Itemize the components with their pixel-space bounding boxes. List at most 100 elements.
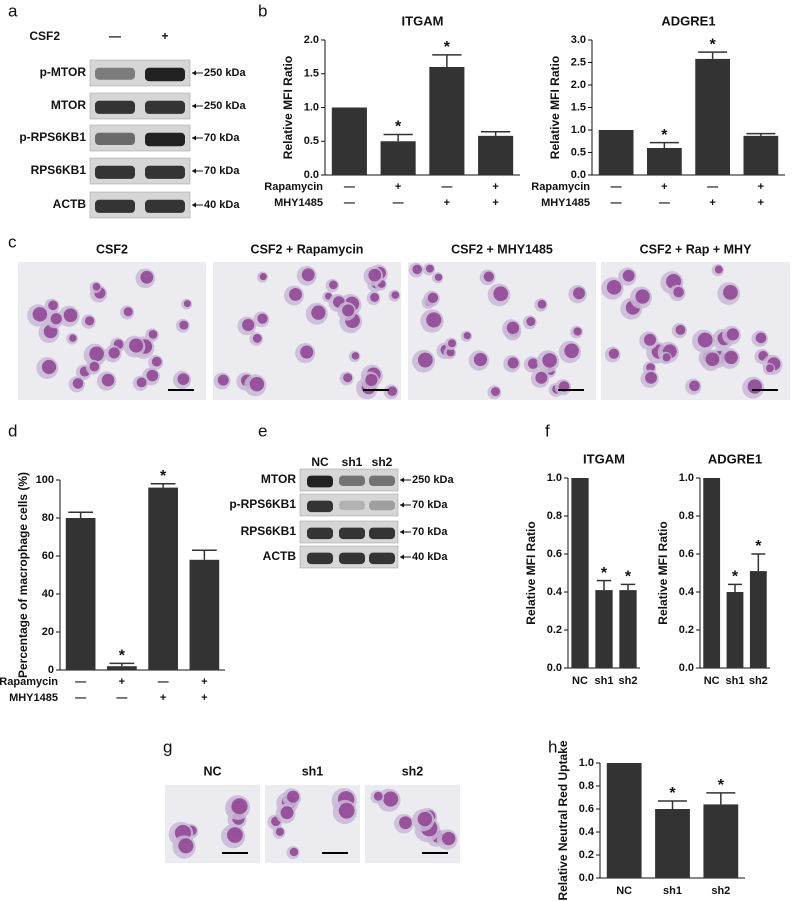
cell-nucleus <box>286 790 300 803</box>
blot-band <box>369 500 395 511</box>
arrow-head <box>400 477 404 483</box>
x-tick-label: sh2 <box>619 675 638 687</box>
cell-nucleus <box>257 313 268 324</box>
arrow-head <box>400 529 404 535</box>
bar <box>606 763 642 878</box>
blot-band <box>145 67 185 82</box>
blot-row-label: MTOR <box>261 472 296 486</box>
y-tick-label: 0.2 <box>679 624 694 636</box>
cell-nucleus <box>573 327 582 336</box>
condition-mark: + <box>661 181 667 193</box>
lane-label: sh2 <box>372 455 393 469</box>
condition-name: MHY1485 <box>274 197 323 209</box>
size-label: 250 kDa <box>204 100 246 112</box>
blot-band <box>339 475 365 487</box>
cell-nucleus <box>136 377 147 388</box>
cell-nucleus <box>564 343 579 359</box>
cell-nucleus <box>373 791 383 801</box>
size-label: 250 kDa <box>412 474 454 486</box>
size-label: 40 kDa <box>204 199 240 211</box>
cell-nucleus <box>151 356 162 367</box>
blot-row-label: p-RPS6KB1 <box>19 130 86 144</box>
blot-band <box>307 475 333 488</box>
condition-mark: — <box>75 692 86 704</box>
micrograph-title: CSF2 + MHY1485 <box>451 242 553 256</box>
condition-mark: — <box>611 197 622 209</box>
y-tick-label: 1.0 <box>571 124 586 136</box>
cell-nucleus <box>72 378 84 389</box>
size-label: 70 kDa <box>412 499 448 511</box>
condition-mark: — <box>75 676 86 688</box>
cell-nucleus <box>646 363 655 372</box>
size-label: 70 kDa <box>412 526 448 538</box>
condition-mark: + <box>758 181 764 193</box>
y-tick-label: 0.0 <box>547 662 562 674</box>
condition-mark: — <box>611 181 622 193</box>
y-axis-label: Relative MFI Ratio <box>281 56 295 159</box>
cell-nucleus <box>689 380 700 392</box>
y-tick-label: 20 <box>42 626 54 638</box>
blot-band <box>145 132 185 147</box>
cell-nucleus <box>370 292 380 302</box>
cell-nucleus <box>645 371 657 384</box>
y-tick-label: 0.2 <box>579 849 594 861</box>
cell-nucleus <box>399 816 412 830</box>
cell-nucleus <box>705 352 720 367</box>
blot-band <box>145 165 185 179</box>
condition-mark: + <box>201 692 207 704</box>
cell-nucleus <box>108 347 120 359</box>
blot-row-label: ACTB <box>53 197 87 211</box>
bar <box>148 487 178 670</box>
cell-nucleus <box>48 300 58 311</box>
cell-nucleus <box>84 316 95 326</box>
condition-name: MHY1485 <box>9 692 58 704</box>
cell-nucleus <box>217 374 229 386</box>
lane-label: sh1 <box>342 455 363 469</box>
cell-nucleus <box>50 313 62 325</box>
significance: * <box>710 36 717 53</box>
condition-name: Rapamycin <box>0 676 58 688</box>
blot-band <box>339 527 365 540</box>
y-tick-label: 1.0 <box>547 472 562 484</box>
y-axis-label: Relative MFI Ratio <box>656 521 670 624</box>
size-label: 40 kDa <box>412 551 448 563</box>
blot-band <box>95 67 135 80</box>
cell-nucleus <box>441 831 456 846</box>
condition-name: Rapamycin <box>531 181 590 193</box>
micrograph-title: NC <box>203 764 221 778</box>
y-tick-label: 0.6 <box>547 548 562 560</box>
condition-mark: + <box>492 181 498 193</box>
condition-mark: + <box>444 197 450 209</box>
bar <box>380 141 416 175</box>
bar <box>726 592 744 668</box>
cell-nucleus <box>747 379 762 394</box>
blot-band <box>95 199 135 213</box>
blot-band <box>95 132 135 145</box>
blot-row-label: RPS6KB1 <box>31 163 87 177</box>
panel-letter: c <box>8 232 17 251</box>
cell-nucleus <box>351 352 360 360</box>
micrograph-title: CSF2 <box>96 242 128 256</box>
arrow-head <box>192 168 196 174</box>
bar <box>598 130 634 175</box>
blot-band <box>145 199 185 213</box>
arrow-head <box>192 202 196 208</box>
arrow-head <box>192 103 196 109</box>
y-tick-label: 0 <box>48 664 54 676</box>
cell-nucleus <box>755 332 767 344</box>
y-tick-label: 0.0 <box>679 662 694 674</box>
cell-nucleus <box>643 333 657 346</box>
x-tick-label: NC <box>572 675 588 687</box>
bar <box>595 590 613 668</box>
y-tick-label: 0.0 <box>571 169 586 181</box>
blot-band <box>339 500 365 510</box>
blot-band <box>339 552 365 565</box>
condition-name: MHY1485 <box>541 197 590 209</box>
y-axis-label: Percentage of macrophage cells (%) <box>16 472 30 678</box>
cell-nucleus <box>289 847 299 857</box>
blot-band <box>307 500 333 513</box>
arrow-head <box>400 554 404 560</box>
panel-letter: b <box>258 1 267 20</box>
arrow-head <box>192 70 196 76</box>
micrograph-title: CSF2 + Rap + MHY <box>640 242 752 256</box>
